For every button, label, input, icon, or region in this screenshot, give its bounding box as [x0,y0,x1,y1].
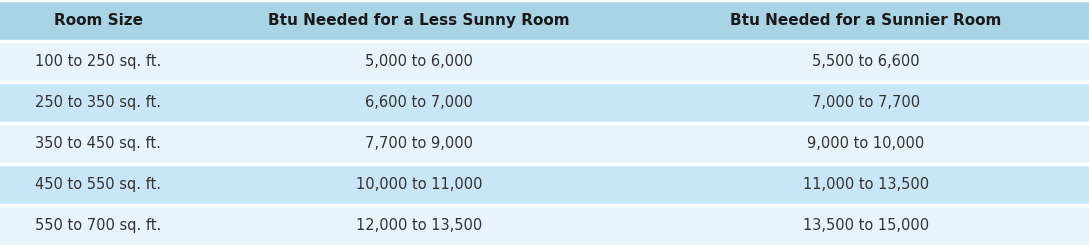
Text: Btu Needed for a Sunnier Room: Btu Needed for a Sunnier Room [730,13,1002,28]
Text: 7,000 to 7,700: 7,000 to 7,700 [811,95,920,110]
FancyBboxPatch shape [0,82,1089,123]
Text: 100 to 250 sq. ft.: 100 to 250 sq. ft. [35,54,161,69]
Text: 11,000 to 13,500: 11,000 to 13,500 [803,177,929,192]
Text: 250 to 350 sq. ft.: 250 to 350 sq. ft. [35,95,161,110]
FancyBboxPatch shape [0,0,1089,41]
Text: 12,000 to 13,500: 12,000 to 13,500 [356,218,482,233]
Text: 450 to 550 sq. ft.: 450 to 550 sq. ft. [35,177,161,192]
Text: 7,700 to 9,000: 7,700 to 9,000 [365,136,474,151]
Text: 5,000 to 6,000: 5,000 to 6,000 [365,54,474,69]
Text: 9,000 to 10,000: 9,000 to 10,000 [807,136,925,151]
Text: Btu Needed for a Less Sunny Room: Btu Needed for a Less Sunny Room [269,13,570,28]
FancyBboxPatch shape [0,164,1089,205]
Text: 10,000 to 11,000: 10,000 to 11,000 [356,177,482,192]
Text: 550 to 700 sq. ft.: 550 to 700 sq. ft. [35,218,161,233]
FancyBboxPatch shape [0,41,1089,82]
Text: 13,500 to 15,000: 13,500 to 15,000 [803,218,929,233]
FancyBboxPatch shape [0,123,1089,164]
Text: 350 to 450 sq. ft.: 350 to 450 sq. ft. [35,136,161,151]
Text: Room Size: Room Size [53,13,143,28]
Text: 6,600 to 7,000: 6,600 to 7,000 [365,95,474,110]
Text: 5,500 to 6,600: 5,500 to 6,600 [812,54,919,69]
FancyBboxPatch shape [0,205,1089,246]
